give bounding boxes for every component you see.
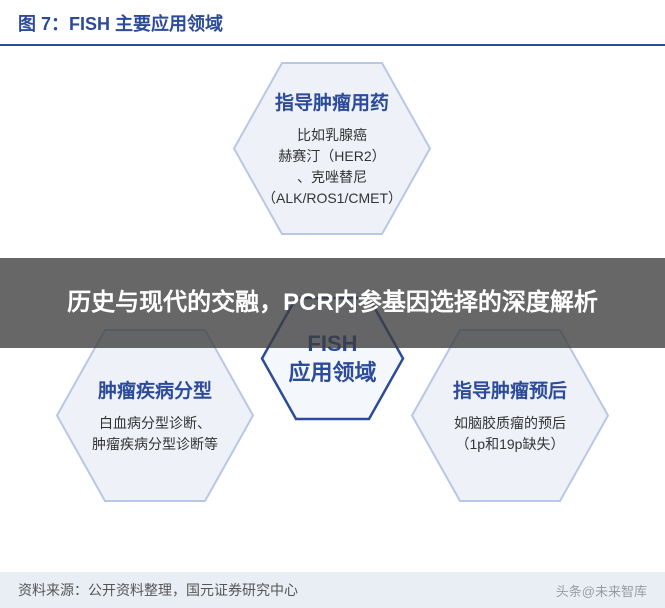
node-body: 白血病分型诊断、肿瘤疾病分型诊断等	[92, 413, 218, 455]
node-body: 比如乳腺癌赫赛汀（HER2）、克唑替尼（ALK/ROS1/CMET）	[262, 125, 402, 209]
node-title: 指导肿瘤预后	[453, 376, 567, 403]
hex-node-left: 肿瘤疾病分型 白血病分型诊断、肿瘤疾病分型诊断等	[55, 328, 255, 503]
center-line2: 应用领域	[288, 359, 376, 388]
figure-title: 图 7：FISH 主要应用领域	[18, 10, 647, 36]
node-body: 如脑胶质瘤的预后（1p和19p缺失）	[453, 413, 567, 455]
hex-content-top: 指导肿瘤用药 比如乳腺癌赫赛汀（HER2）、克唑替尼（ALK/ROS1/CMET…	[248, 88, 416, 209]
hex-content-left: 肿瘤疾病分型 白血病分型诊断、肿瘤疾病分型诊断等	[78, 376, 232, 455]
hex-node-top: 指导肿瘤用药 比如乳腺癌赫赛汀（HER2）、克唑替尼（ALK/ROS1/CMET…	[232, 61, 432, 236]
figure-footer: 资料来源：公开资料整理，国元证券研究中心 头条@未来智库	[0, 572, 665, 608]
hex-content-right: 指导肿瘤预后 如脑胶质瘤的预后（1p和19p缺失）	[439, 376, 581, 455]
source-text: 资料来源：公开资料整理，国元证券研究中心	[18, 580, 298, 600]
figure-header: 图 7：FISH 主要应用领域	[0, 0, 665, 46]
watermark-text: 头条@未来智库	[556, 581, 647, 600]
hex-node-right: 指导肿瘤预后 如脑胶质瘤的预后（1p和19p缺失）	[410, 328, 610, 503]
overlay-banner: 历史与现代的交融，PCR内参基因选择的深度解析	[0, 258, 665, 348]
node-title: 肿瘤疾病分型	[92, 376, 218, 403]
node-title: 指导肿瘤用药	[262, 88, 402, 115]
overlay-text: 历史与现代的交融，PCR内参基因选择的深度解析	[67, 286, 598, 320]
